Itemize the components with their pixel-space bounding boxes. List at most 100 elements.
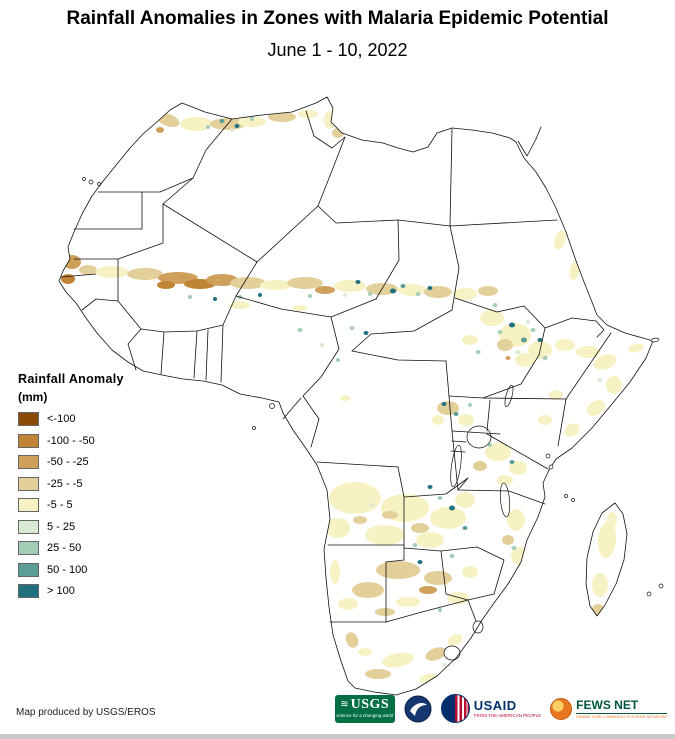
anomaly-patch: [430, 507, 466, 529]
anomaly-patch: [127, 268, 163, 280]
anomaly-patch: [308, 294, 312, 298]
legend-label: 25 - 50: [47, 542, 82, 554]
anomaly-patch: [462, 526, 468, 530]
anomaly-patch: [437, 496, 443, 500]
anomaly-patch: [188, 295, 192, 299]
anomaly-patch: [219, 119, 225, 123]
legend-title: Rainfall Anomaly: [18, 372, 124, 386]
anomaly-patch: [597, 522, 617, 558]
anomaly-patch: [79, 265, 97, 275]
anomaly-patch: [411, 523, 429, 533]
legend-swatch: [18, 541, 39, 555]
anomaly-patch: [438, 608, 442, 612]
anomaly-patch: [480, 310, 504, 326]
lake-malawi: [499, 482, 511, 518]
anomaly-patch: [340, 395, 350, 401]
logo-row: ≋ USGS science for a changing world USAI…: [334, 694, 667, 723]
anomaly-patch: [586, 400, 606, 416]
lake-turkana: [504, 384, 514, 408]
legend-units: (mm): [18, 390, 48, 404]
usaid-logo: USAID FROM THE AMERICAN PEOPLE: [440, 694, 542, 723]
anomaly-patch: [382, 652, 414, 668]
anomaly-patch: [549, 390, 563, 400]
anomaly-patch: [554, 230, 566, 250]
legend-label: -5 - 5: [47, 499, 73, 511]
anomaly-patch: [250, 117, 254, 121]
anomaly-patch: [376, 561, 420, 579]
anomaly-patch: [427, 485, 433, 489]
anomaly-patch: [576, 346, 600, 358]
usgs-logo: ≋ USGS science for a changing world: [334, 694, 395, 723]
legend-swatch: [18, 476, 39, 491]
anomaly-patch: [336, 358, 340, 362]
legend-swatch: [18, 455, 39, 469]
anomaly-patch: [427, 286, 433, 290]
anomaly-patch: [521, 337, 527, 343]
legend-swatch: [18, 433, 39, 448]
legend-item: > 100: [18, 584, 148, 598]
anomaly-patch: [502, 535, 514, 545]
legend-items: <-100 -100 - -50 -50 - -25 -25 - -5 -5 - 5 5 …: [18, 412, 148, 598]
anomaly-patch: [462, 566, 478, 578]
anomaly-patch: [453, 288, 477, 300]
anomaly-patch: [505, 356, 511, 360]
anomaly-patch: [368, 292, 372, 296]
fewsnet-logo-text: FEWS NET: [576, 697, 639, 712]
anomaly-patch: [157, 281, 175, 289]
anomaly-patch: [412, 543, 418, 547]
anomaly-patch: [234, 124, 240, 128]
anomaly-patch: [268, 112, 296, 122]
fewsnet-logo: FEWS NET FAMINE EARLY WARNING SYSTEMS NE…: [550, 697, 667, 720]
legend-item: 50 - 100: [18, 562, 148, 577]
anomaly-patch: [96, 266, 128, 278]
usaid-tagline: FROM THE AMERICAN PEOPLE: [473, 712, 542, 718]
legend-label: -25 - -5: [47, 477, 83, 490]
anomaly-patch: [382, 511, 398, 519]
anomaly-patch: [353, 516, 367, 524]
anomaly-patch: [297, 328, 303, 332]
anomaly-patch: [338, 598, 358, 610]
anomaly-patch: [473, 461, 487, 471]
anomaly-patch: [441, 402, 447, 406]
anomaly-patch: [334, 280, 366, 292]
anomaly-patch: [156, 127, 164, 133]
anomaly-patch: [315, 286, 335, 294]
anomaly-patch: [453, 412, 459, 416]
anomaly-patch: [419, 673, 437, 683]
legend-swatch: [18, 412, 39, 426]
anomaly-patch: [509, 460, 515, 464]
legend-label: 5 - 25: [47, 520, 76, 533]
anomaly-patch: [424, 571, 452, 585]
africa-coastline: [58, 96, 654, 696]
anomaly-patch: [330, 560, 340, 584]
anomaly-patch: [230, 277, 266, 289]
legend-swatch: [18, 498, 39, 512]
anomaly-patch: [419, 586, 437, 594]
anomaly-patch: [507, 509, 525, 531]
legend-item: 25 - 50: [18, 541, 148, 555]
anomaly-patch: [396, 597, 420, 607]
anomaly-patch: [526, 320, 530, 324]
anomaly-patch: [416, 532, 444, 548]
anomaly-patch: [417, 560, 423, 564]
anomaly-patch: [462, 335, 478, 345]
anomaly-patch: [515, 353, 535, 367]
anomaly-patch: [511, 546, 517, 550]
anomaly-patch: [432, 415, 444, 425]
usaid-logo-text: USAID: [473, 697, 517, 713]
anomaly-patch: [497, 475, 513, 485]
lake-tanganyika: [450, 444, 462, 488]
legend-label: -100 - -50: [47, 434, 95, 447]
legend-swatch: [18, 584, 39, 598]
anomaly-patch: [515, 350, 521, 354]
anomaly-patch: [238, 117, 266, 127]
anomaly-patch: [345, 632, 359, 648]
usaid-emblem-icon: [440, 694, 470, 723]
lake-victoria: [466, 425, 492, 449]
legend-label: > 100: [47, 585, 75, 597]
anomaly-patch: [542, 356, 548, 360]
anomaly-patch: [298, 110, 318, 118]
anomaly-patch: [485, 443, 511, 461]
anomaly-patch: [497, 330, 503, 334]
